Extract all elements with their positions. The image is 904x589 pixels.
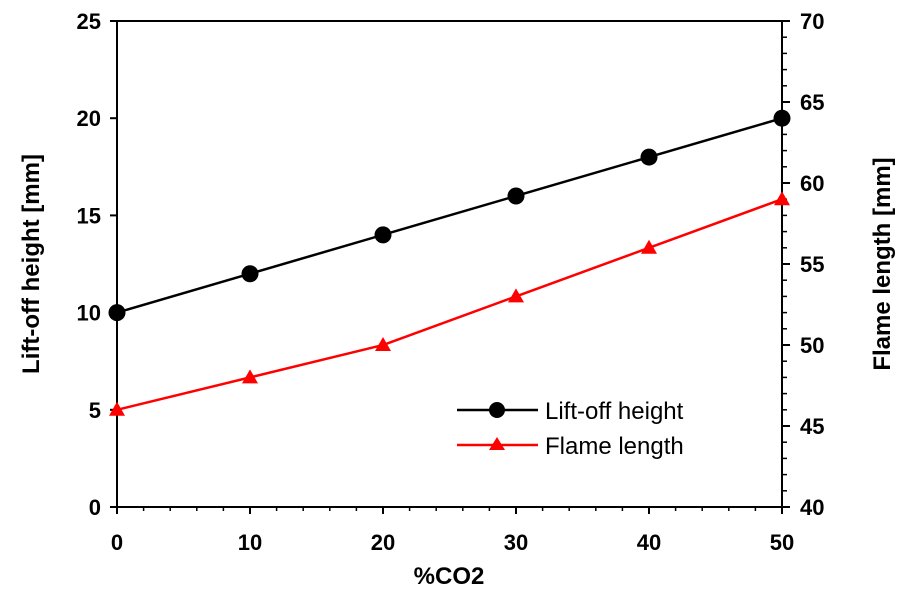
x-tick-label: 20 [371, 530, 395, 555]
legend-label-flame: Flame length [545, 433, 684, 460]
data-point-lift-off-height [374, 226, 392, 244]
data-point-flame-length [242, 369, 258, 384]
series-line-lift-off-height [116, 117, 783, 314]
y2-axis-title: Flame length [mm] [869, 157, 896, 370]
y2-tick-label: 60 [800, 171, 824, 196]
x-tick-label: 40 [637, 530, 661, 555]
y2-tick-label: 50 [800, 333, 824, 358]
y-tick-label: 10 [77, 301, 101, 326]
y2-tick-label: 65 [800, 90, 824, 115]
data-point-lift-off-height [241, 265, 259, 283]
data-point-lift-off-height [640, 148, 658, 166]
y2-tick-label: 55 [800, 252, 824, 277]
data-point-flame-length [641, 239, 657, 254]
data-point-flame-length [375, 337, 391, 351]
data-point-flame-length [109, 401, 125, 416]
y-tick-label: 5 [89, 398, 101, 423]
y2-tick-label: 45 [800, 414, 824, 439]
series-line-flame-length [116, 198, 783, 412]
data-point-lift-off-height [507, 187, 525, 205]
data-point-flame-length [508, 288, 524, 303]
legend: Lift-off height Flame length [457, 398, 684, 460]
y-tick-label: 25 [77, 9, 101, 34]
y-tick-label: 0 [89, 495, 101, 520]
y-tick-label: 15 [77, 203, 101, 228]
legend-marker-flame [489, 437, 505, 450]
y2-tick-label: 40 [800, 495, 824, 520]
x-tick-label: 0 [111, 530, 123, 555]
legend-label-lift-off: Lift-off height [545, 398, 684, 425]
series-layer [108, 109, 791, 416]
x-tick-label: 10 [238, 530, 262, 555]
x-axis-title: %CO2 [414, 563, 485, 589]
x-tick-label: 30 [504, 530, 528, 555]
data-point-lift-off-height [108, 304, 126, 322]
x-tick-label: 50 [770, 530, 794, 555]
data-point-lift-off-height [773, 109, 791, 127]
data-point-flame-length [774, 191, 790, 206]
y-tick-label: 20 [77, 106, 101, 131]
legend-marker-lift-off [489, 402, 505, 418]
y-axis-title: Lift-off height [mm] [18, 154, 45, 374]
y2-tick-label: 70 [800, 9, 824, 34]
